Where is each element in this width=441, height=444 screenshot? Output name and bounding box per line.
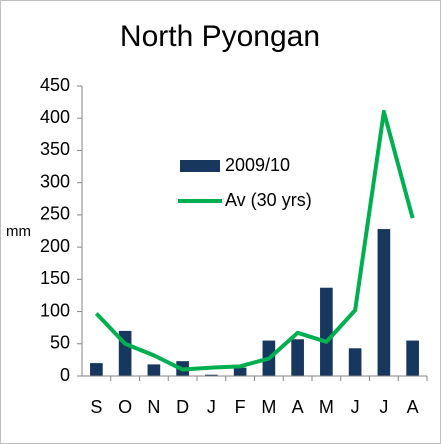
legend-swatch <box>180 160 220 172</box>
legend-label: 2009/10 <box>225 155 290 175</box>
bar <box>147 364 161 376</box>
bar <box>320 287 333 376</box>
y-tick-label: 250 <box>40 204 70 224</box>
bar <box>205 374 218 376</box>
y-tick-label: 150 <box>40 268 70 288</box>
y-axis-label: mm <box>6 223 31 240</box>
bar <box>90 363 103 376</box>
bar <box>377 229 391 376</box>
bar <box>291 339 304 376</box>
bar <box>348 348 362 376</box>
bar <box>233 367 247 376</box>
x-tick-label: F <box>235 397 246 417</box>
bar <box>406 340 419 376</box>
x-tick-label: A <box>292 397 304 417</box>
x-tick-label: N <box>147 397 160 417</box>
x-tick-label: A <box>407 397 419 417</box>
y-tick-label: 450 <box>40 75 70 95</box>
x-tick-label: O <box>118 397 132 417</box>
x-tick-label: J <box>379 397 388 417</box>
chart-title: North Pyongan <box>120 20 320 53</box>
y-tick-label: 0 <box>60 365 70 385</box>
x-tick-label: J <box>207 397 216 417</box>
y-tick-label: 50 <box>50 333 70 353</box>
y-tick-label: 300 <box>40 171 70 191</box>
x-tick-label: J <box>351 397 360 417</box>
legend-label: Av (30 yrs) <box>225 190 312 210</box>
x-tick-label: S <box>90 397 102 417</box>
y-tick-label: 100 <box>40 300 70 320</box>
line <box>94 109 415 372</box>
x-tick-label: D <box>176 397 189 417</box>
x-tick-label: M <box>319 397 334 417</box>
y-tick-label: 400 <box>40 107 70 127</box>
y-tick-label: 200 <box>40 236 70 256</box>
y-tick-label: 350 <box>40 139 70 159</box>
x-tick-label: M <box>261 397 276 417</box>
